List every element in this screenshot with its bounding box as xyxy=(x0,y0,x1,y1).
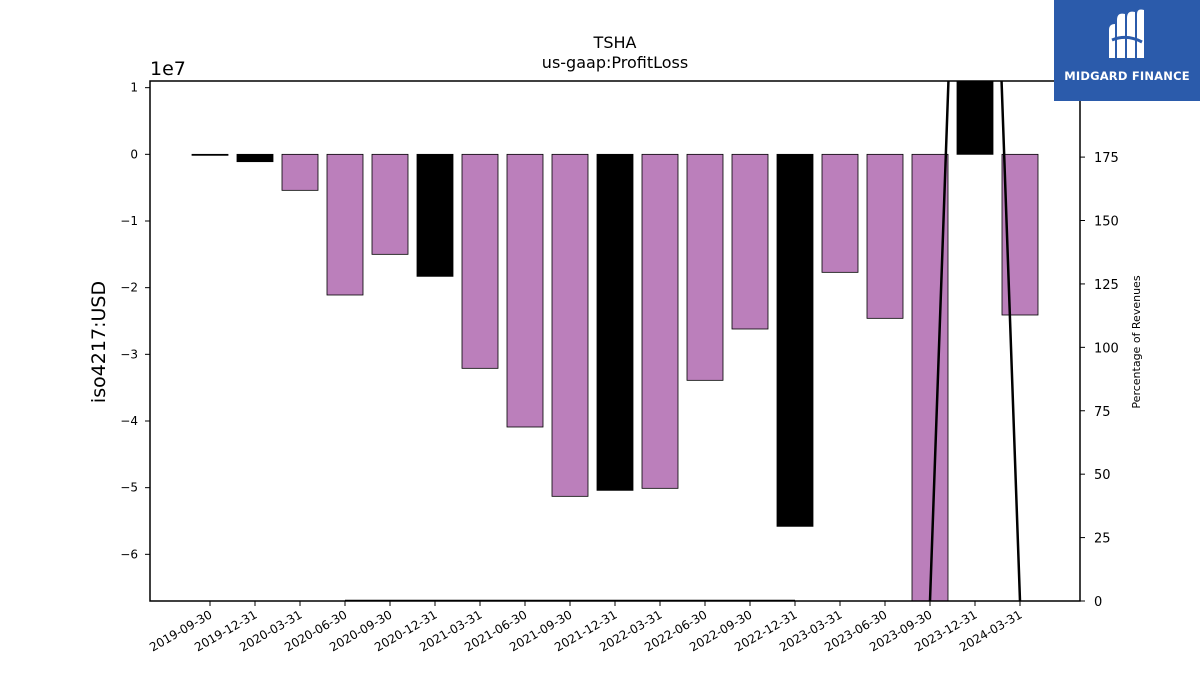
y2-tick-label: 75 xyxy=(1094,405,1111,420)
y2-tick-label: 175 xyxy=(1094,151,1119,166)
bar-2020-03-31 xyxy=(281,153,319,191)
y-tick-label: 1 xyxy=(130,81,138,95)
x-axis-ticks: 2019-09-302019-12-312020-03-312020-06-30… xyxy=(147,601,1025,654)
y2-tick-label: 125 xyxy=(1094,278,1119,293)
midgard-logo: MIDGARD FINANCE xyxy=(1054,0,1200,101)
y-tick-label: 0 xyxy=(130,147,138,161)
bar-2022-09-30 xyxy=(731,153,769,330)
y-tick-label: −5 xyxy=(120,481,138,495)
y2-tick-label: 0 xyxy=(1094,595,1102,610)
logo-text: MIDGARD FINANCE xyxy=(1064,69,1190,83)
bar-2021-03-31 xyxy=(461,153,499,369)
bars-group xyxy=(191,80,1039,602)
bar-2019-12-31 xyxy=(236,153,274,163)
chart-subtitle: us-gaap:ProfitLoss xyxy=(542,53,688,72)
bar-2022-06-30 xyxy=(686,153,724,381)
bar-2023-06-30 xyxy=(866,153,904,319)
y-offset-label: 1e7 xyxy=(150,58,186,80)
y-axis-ticks: 1 0 −1 −2 −3 −4 −5 −6 xyxy=(120,81,150,561)
bar-2020-12-31 xyxy=(416,153,454,277)
bar-2022-03-31 xyxy=(641,153,679,489)
bar-2021-06-30 xyxy=(506,153,544,428)
y2-axis-label: Percentage of Revenues xyxy=(1130,275,1143,408)
y-tick-label: −2 xyxy=(120,281,138,295)
y-tick-label: −1 xyxy=(120,214,138,228)
y-axis-label: iso4217:USD xyxy=(88,281,110,403)
bar-2022-12-31 xyxy=(776,153,814,527)
bar-2021-12-31 xyxy=(596,153,634,491)
bar-2020-09-30 xyxy=(371,153,409,255)
y2-tick-label: 100 xyxy=(1094,341,1119,356)
bar-2023-12-31 xyxy=(956,80,994,155)
chart-title: TSHA xyxy=(593,33,637,52)
y2-axis-ticks: 0 25 50 75 100 125 150 175 xyxy=(1080,151,1119,610)
y-tick-label: −3 xyxy=(120,347,138,361)
bar-2021-09-30 xyxy=(551,153,589,497)
percentage-line-segment-1 xyxy=(928,81,1022,601)
bar-2020-06-30 xyxy=(326,153,364,296)
y2-tick-label: 150 xyxy=(1094,215,1119,230)
y-tick-label: −6 xyxy=(120,547,138,561)
bar-2019-09-30 xyxy=(191,153,229,156)
bar-2023-03-31 xyxy=(821,153,859,273)
midgard-logo-icon xyxy=(1109,9,1144,59)
percentage-line-group xyxy=(345,81,1022,601)
y-tick-label: −4 xyxy=(120,414,138,428)
y2-tick-label: 50 xyxy=(1094,468,1111,483)
y2-tick-label: 25 xyxy=(1094,532,1111,547)
